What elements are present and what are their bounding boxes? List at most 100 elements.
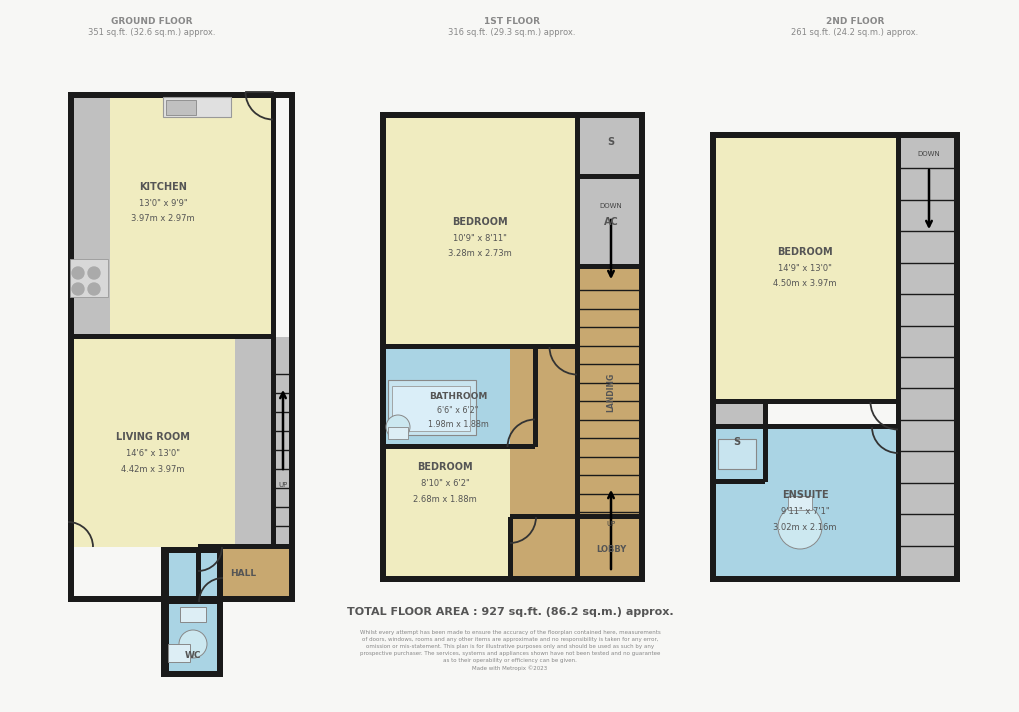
Bar (577, 267, 644, 517)
Text: ENSUITE: ENSUITE (781, 490, 827, 500)
Bar (380, 344, 577, 349)
Text: 3.28m x 2.73m: 3.28m x 2.73m (447, 249, 512, 258)
Bar (179, 607, 206, 622)
Bar (709, 576, 959, 582)
Bar (717, 439, 755, 469)
Circle shape (777, 505, 821, 549)
Bar (577, 177, 644, 267)
Bar (510, 347, 577, 517)
Text: TOTAL FLOOR AREA : 927 sq.ft. (86.2 sq.m.) approx.: TOTAL FLOOR AREA : 927 sq.ft. (86.2 sq.m… (346, 607, 673, 617)
Bar (391, 386, 470, 431)
Text: AC: AC (603, 217, 618, 227)
Bar (163, 97, 230, 117)
Bar (577, 112, 644, 177)
Text: 1ST FLOOR: 1ST FLOOR (484, 17, 539, 26)
Text: BEDROOM: BEDROOM (451, 217, 507, 227)
Text: 14'6" x 13'0": 14'6" x 13'0" (126, 449, 179, 459)
Text: GROUND FLOOR: GROUND FLOOR (111, 17, 193, 26)
Bar (380, 344, 535, 349)
Circle shape (178, 630, 207, 658)
Text: 4.50m x 3.97m: 4.50m x 3.97m (772, 280, 836, 288)
Text: S: S (607, 137, 614, 147)
Text: LANDING: LANDING (606, 372, 614, 412)
Text: BEDROOM: BEDROOM (776, 247, 832, 257)
Circle shape (385, 415, 410, 439)
Bar (163, 547, 169, 677)
Text: 261 sq.ft. (24.2 sq.m.) approx.: 261 sq.ft. (24.2 sq.m.) approx. (791, 28, 918, 37)
Text: 9'11" x 7'1": 9'11" x 7'1" (780, 508, 828, 516)
Bar (788, 496, 811, 510)
Bar (68, 334, 273, 339)
Bar (387, 427, 408, 439)
Text: HALL: HALL (229, 570, 256, 578)
Bar (380, 447, 510, 582)
Bar (68, 92, 294, 98)
Bar (709, 399, 897, 404)
Bar (68, 596, 294, 602)
Text: 351 sq.ft. (32.6 sq.m.) approx.: 351 sq.ft. (32.6 sq.m.) approx. (89, 28, 216, 37)
Text: WC: WC (184, 651, 201, 659)
Bar (196, 547, 201, 602)
Bar (68, 92, 110, 337)
Bar (68, 337, 273, 547)
Circle shape (88, 283, 100, 295)
Text: DOWN: DOWN (599, 203, 622, 209)
Bar (288, 92, 294, 602)
Bar (161, 547, 166, 677)
Bar (234, 337, 294, 547)
Bar (709, 427, 897, 582)
Bar (575, 112, 580, 582)
Bar (577, 517, 644, 582)
Bar (380, 444, 535, 449)
Text: 8'10" x 6'2": 8'10" x 6'2" (420, 479, 469, 488)
Text: 4.42m x 3.97m: 4.42m x 3.97m (121, 464, 184, 473)
Bar (198, 547, 294, 602)
Bar (198, 544, 294, 549)
Text: DOWN: DOWN (917, 151, 940, 157)
Bar (953, 132, 959, 582)
Circle shape (88, 267, 100, 279)
Bar (380, 112, 644, 118)
Bar (709, 132, 715, 582)
Text: UP: UP (278, 482, 287, 488)
Bar (709, 479, 764, 484)
Bar (273, 544, 294, 549)
Bar (638, 112, 644, 582)
Text: LOBBY: LOBBY (595, 545, 626, 555)
Bar (166, 100, 196, 115)
Bar (271, 92, 276, 547)
Bar (387, 380, 476, 435)
Text: 13'0" x 9'9": 13'0" x 9'9" (139, 199, 187, 209)
Text: UP: UP (605, 521, 615, 527)
Bar (895, 132, 900, 582)
Bar (163, 547, 223, 677)
Bar (510, 517, 577, 582)
Bar (380, 347, 535, 447)
Bar (510, 514, 577, 519)
Bar (577, 264, 644, 269)
Text: LIVING ROOM: LIVING ROOM (116, 432, 190, 442)
Bar (163, 547, 223, 553)
Bar (110, 92, 273, 337)
Bar (577, 514, 644, 519)
Text: BATHROOM: BATHROOM (428, 392, 487, 402)
Bar (380, 576, 644, 582)
Circle shape (72, 283, 84, 295)
Bar (217, 547, 223, 677)
Text: 10'9" x 8'11": 10'9" x 8'11" (452, 234, 506, 244)
Bar (709, 132, 897, 402)
Text: Whilst every attempt has been made to ensure the accuracy of the floorplan conta: Whilst every attempt has been made to en… (360, 630, 659, 671)
Bar (709, 402, 764, 482)
Bar (897, 132, 959, 582)
Text: 3.97m x 2.97m: 3.97m x 2.97m (131, 214, 195, 224)
Bar (163, 671, 223, 677)
Text: 316 sq.ft. (29.3 sq.m.) approx.: 316 sq.ft. (29.3 sq.m.) approx. (447, 28, 575, 37)
Text: 6'6" x 6'2": 6'6" x 6'2" (437, 407, 478, 416)
Text: KITCHEN: KITCHEN (139, 182, 186, 192)
Text: BEDROOM: BEDROOM (417, 462, 473, 472)
Bar (533, 347, 537, 447)
Bar (709, 132, 959, 138)
Bar (507, 517, 513, 582)
Text: 14'9" x 13'0": 14'9" x 13'0" (777, 264, 832, 273)
Bar (380, 112, 385, 582)
